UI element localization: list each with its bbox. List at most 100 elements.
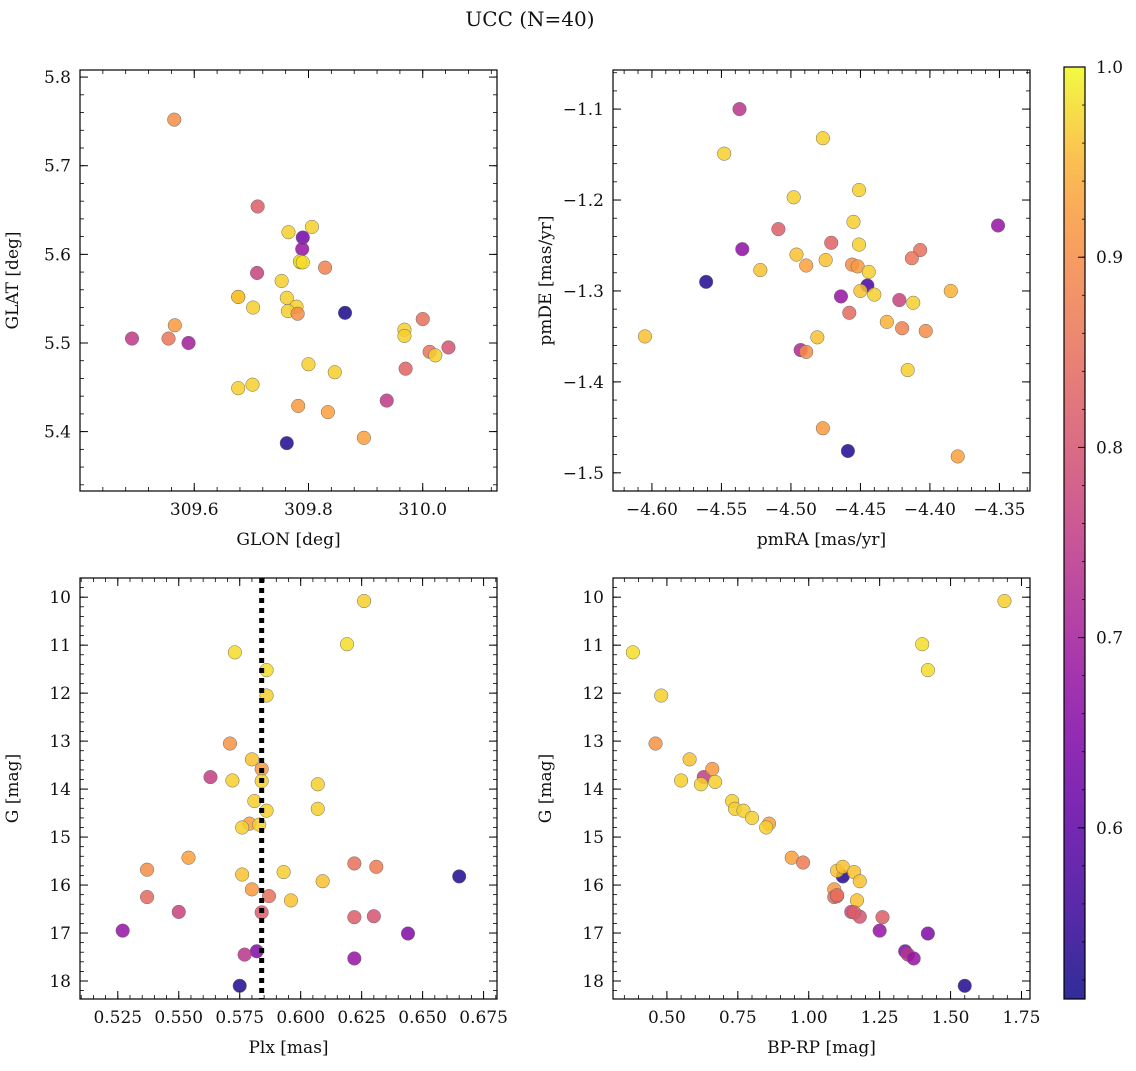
x-tick-label: −4.35 [973,500,1025,520]
scatter-point [227,645,242,660]
panel-frame [79,577,498,1000]
y-tick-label: 5.5 [44,334,71,354]
scatter-point [920,663,935,678]
scatter-point [295,255,310,270]
scatter-point [796,855,811,870]
y-tick-label: 18 [582,972,604,992]
scatter-point [124,331,140,346]
y-tick-label: 16 [582,876,604,896]
scatter-point [957,978,972,993]
scatter-point [799,258,814,273]
y-tick-label: 16 [49,876,71,896]
scatter-point [398,361,413,376]
x-tick-label: 0.550 [154,1008,203,1028]
colorbar-tick-label: 1.0 [1096,58,1123,78]
scatter-point [815,131,830,146]
y-tick-label: −1.2 [563,191,604,211]
x-axis-label: BP-RP [mag] [767,1038,876,1058]
x-tick-label: −4.45 [834,500,886,520]
y-tick-label: −1.4 [563,373,604,393]
x-tick-label: 0.600 [276,1008,325,1028]
scatter-point [892,292,907,308]
scatter-point [789,247,804,262]
x-tick-label: 1.50 [932,1008,970,1028]
scatter-point [140,889,155,905]
scatter-point [140,862,155,877]
scatter-point [347,910,362,925]
y-tick-label: −1.1 [563,100,604,120]
scatter-point [879,314,894,329]
scatter-point [428,348,443,363]
scatter-point [815,421,830,436]
scatter-point [824,235,839,250]
scatter-point [693,777,708,792]
scatter-point [181,850,196,865]
scatter-point [347,856,362,871]
figure-title: UCC (N=40) [465,7,594,31]
scatter-point [846,214,861,229]
scatter-point [771,222,786,237]
scatter-point [245,377,260,392]
y-tick-label: −1.3 [563,282,604,302]
y-tick-label: 11 [49,636,71,656]
scatter-point [654,688,669,703]
scatter-point [699,274,714,289]
scatter-point [167,112,182,127]
scatter-point [997,593,1012,609]
scatter-point [830,888,845,903]
scatter-point [861,264,876,279]
scatter-point [867,287,882,302]
x-axis-label: Plx [mas] [248,1038,328,1058]
scatter-point [818,252,833,268]
x-tick-label: −4.40 [904,500,956,520]
scatter-point [304,219,319,234]
y-tick-label: 15 [582,828,604,848]
scatter-point [918,323,933,339]
scatter-point [318,260,333,275]
y-axis-label: GLAT [deg] [3,231,23,329]
x-tick-label: −4.60 [626,500,678,520]
scatter-point [753,262,768,278]
x-tick-label: 0.50 [648,1008,686,1028]
y-tick-label: 13 [582,732,604,752]
scatter-point [366,909,381,924]
y-axis-label: G [mag] [536,754,556,823]
scatter-point [244,882,259,897]
scatter-point [400,926,416,941]
panel-frame [612,69,1031,492]
scatter-point [717,146,732,161]
scatter-point [379,393,394,408]
scatter-point [244,752,259,767]
scatter-point [840,443,855,459]
x-tick-label: 1.75 [1003,1008,1041,1028]
colorbar-tick-label: 0.6 [1096,819,1123,839]
scatter-point [250,199,265,214]
scatter-point [441,340,456,355]
panel-3 [79,577,498,1000]
y-tick-label: 14 [49,780,71,800]
scatter-point [744,810,760,825]
scatter-point [950,449,965,464]
colorbar-gradient [1064,67,1085,999]
y-tick-label: 11 [582,636,604,656]
scatter-point [875,910,890,925]
scatter-point [231,381,246,396]
scatter-point [705,761,720,776]
scatter-point [171,904,186,919]
scatter-point [315,874,330,889]
scatter-point [310,801,325,816]
scatter-point [279,436,294,451]
scatter-point [415,312,430,327]
scatter-point [842,305,857,320]
scatter-point [904,251,919,266]
y-tick-label: −1.5 [563,464,604,484]
x-tick-label: 0.625 [337,1008,386,1028]
scatter-point [906,951,921,966]
x-axis-label: pmRA [mas/yr] [757,530,886,550]
x-tick-label: 1.25 [861,1008,899,1028]
scatter-point [301,357,316,372]
scatter-point [115,923,130,938]
scatter-point [232,978,247,993]
scatter-point [900,363,915,378]
scatter-point [247,794,262,809]
